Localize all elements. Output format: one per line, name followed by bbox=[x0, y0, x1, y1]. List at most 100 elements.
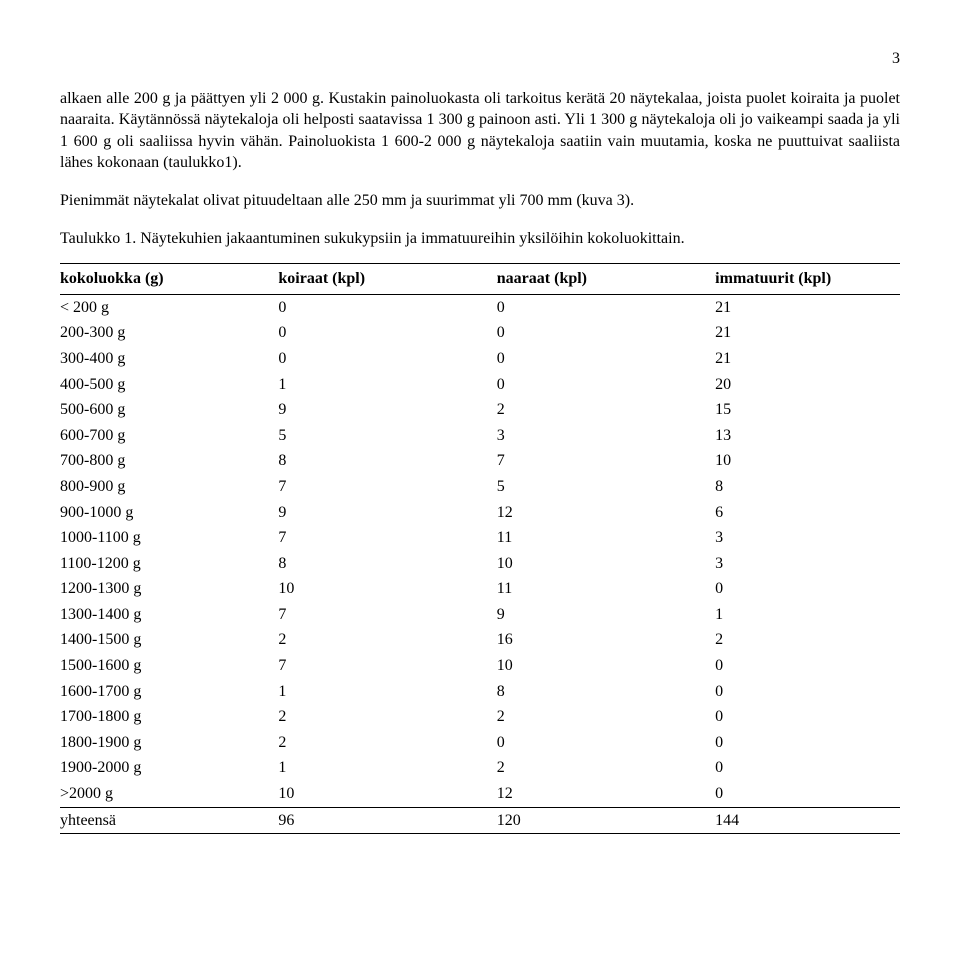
table-cell: 0 bbox=[497, 320, 715, 346]
table-cell: 1600-1700 g bbox=[60, 679, 278, 705]
table-cell: 1300-1400 g bbox=[60, 602, 278, 628]
table-cell: 96 bbox=[278, 807, 496, 834]
table-cell: 0 bbox=[497, 346, 715, 372]
table-cell: 21 bbox=[715, 294, 900, 320]
table-cell: 8 bbox=[715, 474, 900, 500]
table-cell: 11 bbox=[497, 525, 715, 551]
table-cell: 800-900 g bbox=[60, 474, 278, 500]
table-cell: 2 bbox=[497, 755, 715, 781]
table-cell: 10 bbox=[278, 576, 496, 602]
table-cell: 0 bbox=[715, 679, 900, 705]
table-cell: 12 bbox=[497, 500, 715, 526]
table-row: 600-700 g5313 bbox=[60, 423, 900, 449]
table-cell: 7 bbox=[497, 448, 715, 474]
table-cell: 11 bbox=[497, 576, 715, 602]
table-cell: 2 bbox=[497, 704, 715, 730]
table-cell: 0 bbox=[497, 294, 715, 320]
table-cell: 7 bbox=[278, 602, 496, 628]
table-row: 700-800 g8710 bbox=[60, 448, 900, 474]
table-cell: 0 bbox=[497, 372, 715, 398]
table-cell: 2 bbox=[278, 704, 496, 730]
table-cell: 900-1000 g bbox=[60, 500, 278, 526]
table-cell: 10 bbox=[715, 448, 900, 474]
table-footer-row: yhteensä96120144 bbox=[60, 807, 900, 834]
table-cell: 1500-1600 g bbox=[60, 653, 278, 679]
table-row: >2000 g10120 bbox=[60, 781, 900, 807]
table-row: 1300-1400 g791 bbox=[60, 602, 900, 628]
table-cell: 1 bbox=[278, 372, 496, 398]
table-cell: 600-700 g bbox=[60, 423, 278, 449]
paragraph-1: alkaen alle 200 g ja päättyen yli 2 000 … bbox=[60, 88, 900, 174]
table-cell: 700-800 g bbox=[60, 448, 278, 474]
table-cell: 0 bbox=[715, 755, 900, 781]
table-cell: 9 bbox=[497, 602, 715, 628]
table-row: 1500-1600 g7100 bbox=[60, 653, 900, 679]
table-row: 1700-1800 g220 bbox=[60, 704, 900, 730]
table-row: 400-500 g1020 bbox=[60, 372, 900, 398]
table-cell: 8 bbox=[278, 448, 496, 474]
table-cell: 1700-1800 g bbox=[60, 704, 278, 730]
table-cell: 0 bbox=[278, 320, 496, 346]
table-cell: 1900-2000 g bbox=[60, 755, 278, 781]
table-cell: 1100-1200 g bbox=[60, 551, 278, 577]
table-cell: 120 bbox=[497, 807, 715, 834]
table-row: 1100-1200 g8103 bbox=[60, 551, 900, 577]
table-cell: 10 bbox=[497, 551, 715, 577]
table-cell: 1400-1500 g bbox=[60, 627, 278, 653]
table-row: 1900-2000 g120 bbox=[60, 755, 900, 781]
table-row: 1400-1500 g2162 bbox=[60, 627, 900, 653]
table-cell: 5 bbox=[497, 474, 715, 500]
table-row: < 200 g0021 bbox=[60, 294, 900, 320]
table-row: 200-300 g0021 bbox=[60, 320, 900, 346]
table-row: 1800-1900 g200 bbox=[60, 730, 900, 756]
table-cell: 21 bbox=[715, 320, 900, 346]
table-cell: >2000 g bbox=[60, 781, 278, 807]
table-cell: 3 bbox=[715, 525, 900, 551]
table-cell: 1000-1100 g bbox=[60, 525, 278, 551]
table-cell: 9 bbox=[278, 397, 496, 423]
table-cell: 1200-1300 g bbox=[60, 576, 278, 602]
table-cell: 9 bbox=[278, 500, 496, 526]
table-cell: 0 bbox=[278, 346, 496, 372]
table-row: 300-400 g0021 bbox=[60, 346, 900, 372]
table-cell: 400-500 g bbox=[60, 372, 278, 398]
table-cell: 2 bbox=[278, 730, 496, 756]
table-cell: 12 bbox=[497, 781, 715, 807]
table-cell: 7 bbox=[278, 653, 496, 679]
table-cell: 0 bbox=[497, 730, 715, 756]
table-cell: 21 bbox=[715, 346, 900, 372]
table-header: kokoluokka (g) bbox=[60, 264, 278, 295]
table-cell: 0 bbox=[278, 294, 496, 320]
table-caption: Taulukko 1. Näytekuhien jakaantuminen su… bbox=[60, 228, 900, 250]
table-header: naaraat (kpl) bbox=[497, 264, 715, 295]
table-cell: 1 bbox=[715, 602, 900, 628]
table-cell: 5 bbox=[278, 423, 496, 449]
table-cell: < 200 g bbox=[60, 294, 278, 320]
table-cell: 7 bbox=[278, 474, 496, 500]
table-cell: 8 bbox=[278, 551, 496, 577]
table-cell: 144 bbox=[715, 807, 900, 834]
table-cell: 2 bbox=[715, 627, 900, 653]
table-header: koiraat (kpl) bbox=[278, 264, 496, 295]
data-table: kokoluokka (g) koiraat (kpl) naaraat (kp… bbox=[60, 263, 900, 834]
table-row: 800-900 g758 bbox=[60, 474, 900, 500]
table-cell: 8 bbox=[497, 679, 715, 705]
table-header-row: kokoluokka (g) koiraat (kpl) naaraat (kp… bbox=[60, 264, 900, 295]
table-cell: 500-600 g bbox=[60, 397, 278, 423]
table-cell: 3 bbox=[497, 423, 715, 449]
table-row: 1200-1300 g10110 bbox=[60, 576, 900, 602]
table-cell: 10 bbox=[497, 653, 715, 679]
table-cell: 2 bbox=[497, 397, 715, 423]
table-cell: 10 bbox=[278, 781, 496, 807]
table-cell: yhteensä bbox=[60, 807, 278, 834]
table-row: 500-600 g9215 bbox=[60, 397, 900, 423]
table-cell: 2 bbox=[278, 627, 496, 653]
table-cell: 1800-1900 g bbox=[60, 730, 278, 756]
table-cell: 0 bbox=[715, 576, 900, 602]
table-row: 900-1000 g9126 bbox=[60, 500, 900, 526]
table-cell: 1 bbox=[278, 679, 496, 705]
table-cell: 20 bbox=[715, 372, 900, 398]
table-cell: 15 bbox=[715, 397, 900, 423]
table-header: immatuurit (kpl) bbox=[715, 264, 900, 295]
table-cell: 13 bbox=[715, 423, 900, 449]
